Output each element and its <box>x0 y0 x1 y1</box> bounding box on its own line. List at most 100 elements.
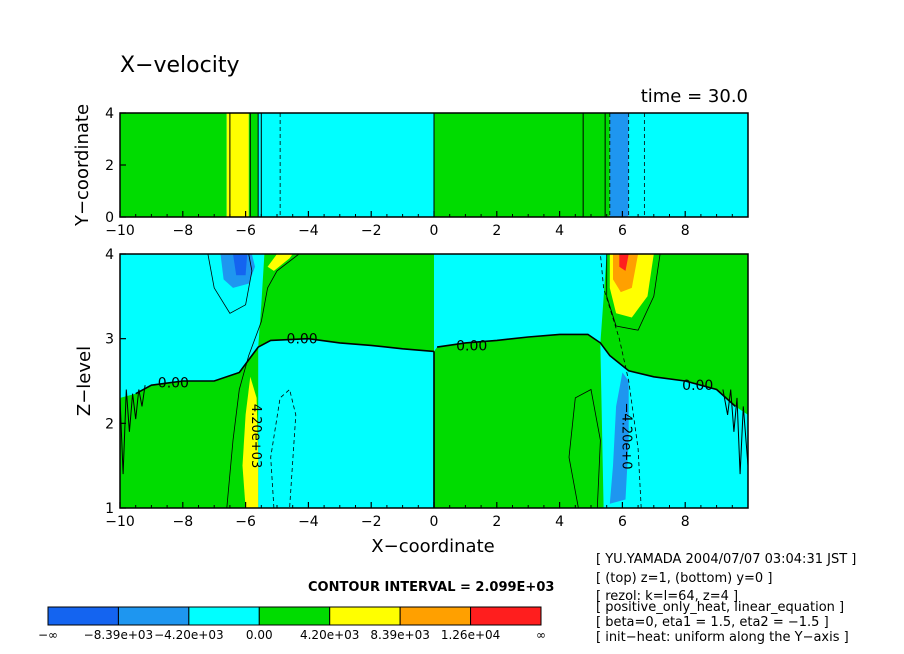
region-blue-lower-right <box>609 372 629 504</box>
legend-swatch <box>470 606 542 626</box>
x-tick-label: −2 <box>361 223 382 239</box>
contour-line-top-left <box>207 254 253 314</box>
x-tick-label: 4 <box>555 514 564 530</box>
top-x-axis: −10 −8 −6 −4 −2 0 2 4 6 8 <box>105 211 733 239</box>
legend-label: −∞ <box>38 628 58 642</box>
contour-line-right-dashed <box>600 254 642 508</box>
info-line: [ positive_only_heat, linear_equation ] <box>596 600 844 615</box>
contour-value-label: −4.20e+0 <box>618 403 633 470</box>
region-orange-top-right <box>613 254 639 293</box>
region-cyan-upper-right <box>437 254 607 348</box>
region-darkblue-top-left <box>233 254 248 276</box>
legend-label: 1.26e+04 <box>441 628 500 642</box>
top-band <box>258 113 434 217</box>
contour-jagged-left-edge <box>120 385 146 475</box>
legend-label: −8.39e+03 <box>84 628 153 642</box>
legend-label: −4.20e+03 <box>154 628 223 642</box>
x-tick-label: −4 <box>298 514 319 530</box>
legend-swatch <box>258 606 331 626</box>
color-legend <box>47 606 542 626</box>
legend-label: 0.00 <box>246 628 273 642</box>
contour-jagged-right-edge <box>722 389 748 475</box>
region-yellow-top-left <box>267 254 293 271</box>
legend-swatch <box>117 606 190 626</box>
y-tick-label: 0 <box>105 210 114 226</box>
x-tick-label: −2 <box>361 514 382 530</box>
legend-label: 4.20e+03 <box>300 628 359 642</box>
time-label: time = 30.0 <box>641 86 748 107</box>
y-tick-label: 4 <box>105 247 114 263</box>
x-tick-label: −6 <box>235 514 256 530</box>
region-green-left <box>120 347 259 508</box>
legend-swatch <box>399 606 472 626</box>
top-band <box>226 113 249 217</box>
zero-contour-labels: 0.00 0.00 0.00 0.00 <box>158 332 714 395</box>
contour-value-label: 4.20e+03 <box>248 404 263 468</box>
zero-contour-label: 0.00 <box>287 332 318 348</box>
x-tick-label: −6 <box>235 223 256 239</box>
contour-interval-label: CONTOUR INTERVAL = 2.099E+03 <box>308 580 554 595</box>
bottom-y-axis-label: Z−level <box>74 346 95 416</box>
bottom-y-axis: 1 2 3 4 <box>105 247 126 517</box>
x-tick-label: 0 <box>430 514 439 530</box>
top-band <box>248 113 259 217</box>
x-tick-label: 6 <box>618 223 627 239</box>
x-tick-label: 2 <box>492 223 501 239</box>
legend-swatch <box>329 606 401 626</box>
x-tick-label: 6 <box>618 514 627 530</box>
contour-line-top-right <box>606 254 661 331</box>
info-line: [ (top) z=1, (bottom) y=0 ] <box>596 571 772 586</box>
y-tick-label: 2 <box>105 416 114 432</box>
legend-swatch <box>47 606 119 626</box>
legend-label: 8.39e+03 <box>370 628 429 642</box>
top-band <box>609 113 629 217</box>
bottom-x-axis-label: X−coordinate <box>371 536 494 557</box>
x-tick-label: 8 <box>681 223 690 239</box>
x-tick-label: −4 <box>298 223 319 239</box>
top-color-bands <box>120 113 748 217</box>
legend-label: ∞ <box>536 628 546 642</box>
top-y-axis-label: Y−coordinate <box>72 104 93 227</box>
region-yellow-lower-left <box>242 376 259 508</box>
region-red-top-right <box>619 254 629 271</box>
x-tick-label: −8 <box>172 514 193 530</box>
info-line: [ rezol: k=l=64, z=4 ] <box>596 589 738 604</box>
top-band <box>120 113 227 217</box>
info-line: [ YU.YAMADA 2004/07/07 03:04:31 JST ] <box>596 552 856 567</box>
contour-line-left-solid <box>226 254 300 508</box>
x-tick-label: 4 <box>555 223 564 239</box>
region-green-upper-left <box>258 254 434 352</box>
info-line: [ init−heat: uniform along the Y−axis ] <box>596 630 849 645</box>
info-block: [ YU.YAMADA 2004/07/07 03:04:31 JST ] [ … <box>596 552 856 645</box>
y-tick-label: 4 <box>105 106 114 122</box>
zero-contour-label: 0.00 <box>456 338 487 354</box>
x-tick-label: −10 <box>105 223 135 239</box>
chart-title: X−velocity <box>120 53 240 78</box>
legend-swatch <box>188 606 260 626</box>
y-tick-label: 3 <box>105 332 114 348</box>
x-tick-label: 8 <box>681 514 690 530</box>
bottom-contour-lines <box>120 254 748 508</box>
info-line: [ beta=0, eta1 = 1.5, eta2 = −1.5 ] <box>596 615 829 630</box>
bottom-panel: 0.000.00 0.000.00 4.20e+03 −4.20e+0 −10 −8−… <box>74 247 749 557</box>
y-tick-label: 2 <box>105 158 114 174</box>
color-legend-labels: −∞ −8.39e+03 −4.20e+03 0.00 4.20e+03 8.39e+03… <box>38 628 546 642</box>
contour-line-right-solid <box>568 388 601 508</box>
x-tick-label: 2 <box>492 514 501 530</box>
x-tick-label: −10 <box>105 514 135 530</box>
zero-contour-line <box>135 333 736 508</box>
top-band <box>434 113 610 217</box>
bottom-x-axis: −10 −8 −6 −4 −2 0 2 4 6 8 <box>105 502 733 530</box>
top-y-axis: 0 2 4 <box>105 106 126 226</box>
contour-value-labels: 4.20e+03 −4.20e+0 <box>248 403 634 470</box>
top-panel: −10 −8 −6 −4 −2 0 2 4 6 8 0 2 4 Y−coordinate <box>72 104 749 239</box>
region-green-center <box>434 334 604 508</box>
y-tick-label: 1 <box>105 501 114 517</box>
zero-contour-label: 0.00 <box>682 378 713 394</box>
zero-contour-label: 0.00 <box>158 376 189 392</box>
x-tick-label: 0 <box>430 223 439 239</box>
top-band <box>628 113 748 217</box>
x-tick-label: −8 <box>172 223 193 239</box>
contour-line-left-dashed <box>270 388 297 508</box>
